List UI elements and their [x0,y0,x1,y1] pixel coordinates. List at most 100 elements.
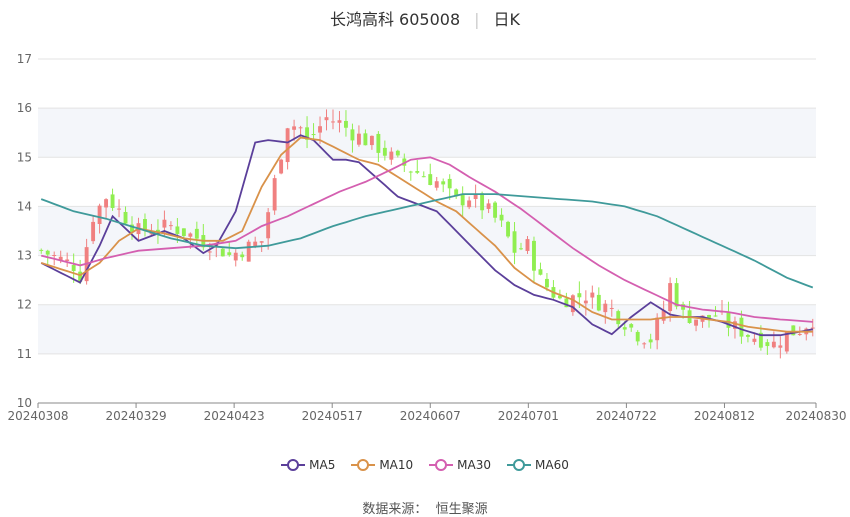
source-provider: 恒生聚源 [435,502,488,517]
chart-title-text: 长鸿高科 605008 [329,10,461,29]
x-tick-label: 20240517 [302,409,363,423]
candle-body [622,327,627,330]
candle-body [506,221,510,237]
candle-body [797,333,802,335]
legend-marker-icon [429,459,454,471]
legend-marker-icon [281,459,306,471]
candle-body [674,283,679,307]
candle-body [421,176,426,178]
candlestick-chart: 10 11 12 13 14 15 16 17 20240308 20240329 2024042… [7,52,847,423]
line-ma60 [40,193,814,289]
candle-body [415,171,420,173]
y-tick-label: 12 [17,298,32,312]
candle-body [447,178,452,189]
y-tick-label: 14 [17,199,32,213]
candle-body [590,292,595,298]
legend-item-ma30[interactable]: MA30 [429,458,491,472]
candle-body [337,120,342,123]
candle-body [130,224,134,232]
x-tick-label: 20240308 [7,409,68,423]
candle-body [65,259,70,261]
candle-body [376,133,381,153]
legend-item-ma5[interactable]: MA5 [281,458,335,472]
legend[interactable]: MA5 MA10 MA30 MA60 [0,458,850,475]
candle-body [175,226,180,234]
candle-body [227,252,232,255]
candle-body [707,314,711,318]
candle-body [771,341,776,348]
candle-body [305,127,310,140]
candle-body [577,293,582,298]
x-tick-label: 20240329 [106,409,167,423]
candle-body [298,127,303,129]
grid-band [38,304,816,354]
candle-body [778,345,783,348]
candle-body [253,241,258,247]
candle-body [473,194,478,199]
legend-marker-icon [507,459,532,471]
candle-body [655,317,660,341]
candle-body [609,307,614,309]
line-ma30 [40,156,813,323]
candle-body [110,194,115,208]
candle-body [356,133,361,145]
y-tick-label: 15 [17,150,32,164]
candle-body [570,295,575,313]
candle-body [324,117,329,121]
candle-body [733,321,737,329]
legend-label: MA10 [379,458,414,472]
candle-body [285,128,290,163]
y-axis: 10 11 12 13 14 15 16 17 [17,52,32,410]
candle-body [97,205,102,225]
x-tick-label: 20240722 [596,409,657,423]
candle-body [752,338,757,342]
period-label: 日K [493,10,521,29]
candle-body [525,239,530,251]
candle-body [266,212,271,239]
candle-body [739,317,744,337]
candle-body [454,189,459,197]
candle-body [810,327,815,329]
candle-body [220,248,225,257]
candle-body [434,181,439,188]
legend-item-ma60[interactable]: MA60 [507,458,569,472]
legend-item-ma10[interactable]: MA10 [351,458,413,472]
candle-body [363,133,368,146]
candle-body [758,332,763,348]
candle-body [188,233,193,237]
y-tick-label: 17 [17,52,32,66]
candle-body [661,310,666,321]
chart-title: 长鸿高科 605008 | 日K [0,6,850,30]
candle-body [246,241,251,262]
legend-label: MA5 [309,458,336,472]
candle-body [499,214,504,221]
y-tick-label: 11 [17,347,32,361]
ma-lines [40,134,814,337]
candle-body [583,300,588,304]
title-separator: | [474,10,480,29]
candle-body [519,248,523,250]
candle-body [428,174,433,185]
source-label: 数据来源： [362,502,428,517]
candle-body [596,294,601,311]
x-tick-label: 20240830 [785,409,846,423]
candle-body [616,311,621,325]
candle-body [143,219,147,232]
candle-body [123,211,128,224]
candle-body [149,233,154,235]
candle-body [726,312,731,328]
candle-body [441,181,446,185]
candle-body [117,208,121,210]
candle-body [71,265,76,271]
candle-body [564,298,569,308]
candle-body [635,331,640,342]
candle-body [467,200,472,208]
candle-body [331,121,335,123]
legend-label: MA30 [457,458,492,472]
candle-body [45,250,50,255]
x-axis: 20240308 20240329 20240423 20240517 20240607… [7,402,847,423]
legend-marker-icon [351,459,376,471]
candle-body [642,343,647,345]
candle-body [162,219,167,228]
x-tick-label: 20240812 [694,409,755,423]
